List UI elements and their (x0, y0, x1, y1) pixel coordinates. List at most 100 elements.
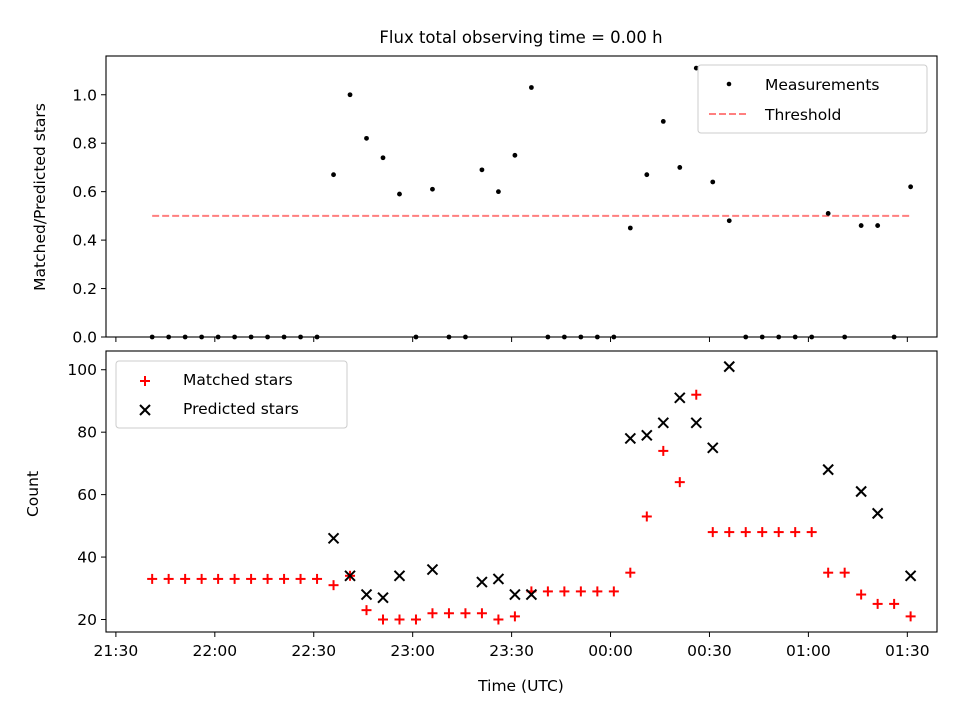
matched-star-marker (889, 598, 900, 609)
predicted-star-marker (707, 442, 719, 454)
measurement-point (512, 152, 518, 158)
measurement-point (496, 189, 501, 195)
matched-star-marker (608, 586, 619, 597)
matched-star-marker (790, 527, 801, 538)
predicted-star-marker (360, 588, 373, 601)
bottom-plot-area (147, 360, 917, 625)
x-tick-label: 01:30 (885, 642, 930, 660)
measurements-legend-label: Measurements (765, 76, 880, 94)
y-tick-label: 40 (77, 549, 97, 567)
predicted-star-marker (492, 573, 505, 585)
predicted-stars-legend-marker (139, 404, 151, 416)
predicted-star-marker (690, 417, 702, 429)
top-legend-frame (697, 64, 928, 134)
matched-star-marker (823, 567, 834, 578)
predicted-star-marker (509, 588, 521, 601)
matched-star-marker (625, 567, 636, 578)
matched-star-marker (163, 573, 174, 584)
matched-star-marker (493, 614, 504, 625)
matched-star-marker (246, 573, 257, 584)
measurement-point (364, 135, 369, 141)
matched-star-marker (674, 477, 685, 488)
matched-star-marker (542, 586, 553, 597)
matched-star-marker (872, 598, 883, 609)
measurement-point (331, 172, 336, 178)
x-tick-label: 01:00 (786, 642, 831, 660)
measurement-point (397, 191, 402, 197)
bottom-panel: 20 40 60 80 100 21:30 22:00 22:30 23:00 23:30 00:… (24, 350, 938, 695)
matched-star-marker (658, 445, 669, 456)
x-tick-label: 22:00 (192, 642, 237, 660)
y-tick-label: 1.0 (72, 86, 97, 104)
x-axis-label: Time (UTC) (477, 677, 564, 695)
matched-stars-legend-marker (140, 376, 150, 386)
matched-star-marker (905, 611, 916, 622)
matched-star-marker (509, 611, 520, 622)
measurement-point (430, 186, 435, 192)
matched-star-marker (262, 573, 273, 584)
predicted-star-marker (624, 432, 637, 445)
matched-star-marker (378, 614, 388, 625)
top-x-ticks (115, 337, 908, 342)
measurement-point (660, 119, 666, 124)
y-tick-label: 0.4 (72, 232, 97, 250)
matched-star-marker (394, 614, 405, 625)
bottom-legend-frame (115, 360, 348, 429)
y-tick-label: 0.8 (72, 135, 97, 153)
x-tick-label: 23:00 (390, 642, 435, 660)
predicted-star-marker (822, 463, 834, 476)
x-tick-label: 21:30 (94, 642, 139, 660)
matched-star-marker (361, 605, 372, 616)
matched-star-marker (707, 527, 718, 538)
measurement-point (528, 85, 534, 90)
matched-star-marker (641, 511, 652, 522)
measurement-point (710, 179, 716, 185)
matched-star-marker (328, 580, 339, 591)
matched-star-marker (213, 573, 224, 584)
top-axes-frame (105, 55, 938, 338)
matched-star-marker (229, 573, 240, 584)
measurement-point (644, 172, 650, 178)
x-tick-label: 22:30 (291, 642, 336, 660)
measurement-point (858, 223, 864, 228)
predicted-star-marker (393, 570, 406, 582)
matched-star-marker (476, 608, 487, 619)
y-tick-label: 20 (77, 611, 97, 629)
top-plot-area (149, 65, 914, 340)
figure-title: Flux total observing time = 0.00 h (379, 28, 662, 47)
measurement-point (627, 225, 633, 231)
top-panel: 0.0 0.2 0.4 0.6 0.8 1.0 Matched/Predicted sta… (31, 55, 938, 347)
y-tick-label: 80 (77, 424, 97, 442)
predicted-star-marker (904, 570, 917, 582)
measurement-point (875, 223, 881, 228)
matched-star-marker (312, 573, 323, 584)
measurement-point (693, 65, 699, 71)
measurement-point (479, 167, 485, 173)
matched-star-marker (295, 573, 306, 584)
predicted-stars-legend-label: Predicted stars (183, 400, 299, 418)
matched-star-marker (773, 527, 784, 538)
matched-star-marker (559, 586, 570, 597)
predicted-star-marker (871, 507, 884, 520)
measurement-point (908, 184, 914, 190)
predicted-star-marker (377, 591, 389, 604)
measurement-point (380, 155, 386, 161)
measurement-point (347, 92, 353, 98)
matched-star-marker (839, 567, 850, 578)
y-tick-label: 0.2 (72, 280, 97, 298)
matched-star-marker (410, 614, 421, 625)
matched-star-marker (691, 389, 702, 400)
matched-star-marker (856, 589, 867, 600)
measurement-point (825, 211, 831, 216)
bottom-y-axis: 20 40 60 80 100 (67, 361, 106, 629)
top-y-axis: 0.0 0.2 0.4 0.6 0.8 1.0 (72, 86, 106, 347)
y-tick-label: 100 (67, 361, 97, 379)
y-tick-label: 0.0 (72, 329, 97, 347)
matched-star-marker (443, 608, 454, 619)
top-legend: Measurements Threshold (697, 64, 928, 134)
matched-star-marker (592, 586, 603, 597)
measurement-point (726, 218, 732, 224)
predicted-star-marker (426, 563, 439, 576)
x-tick-label: 23:30 (489, 642, 534, 660)
